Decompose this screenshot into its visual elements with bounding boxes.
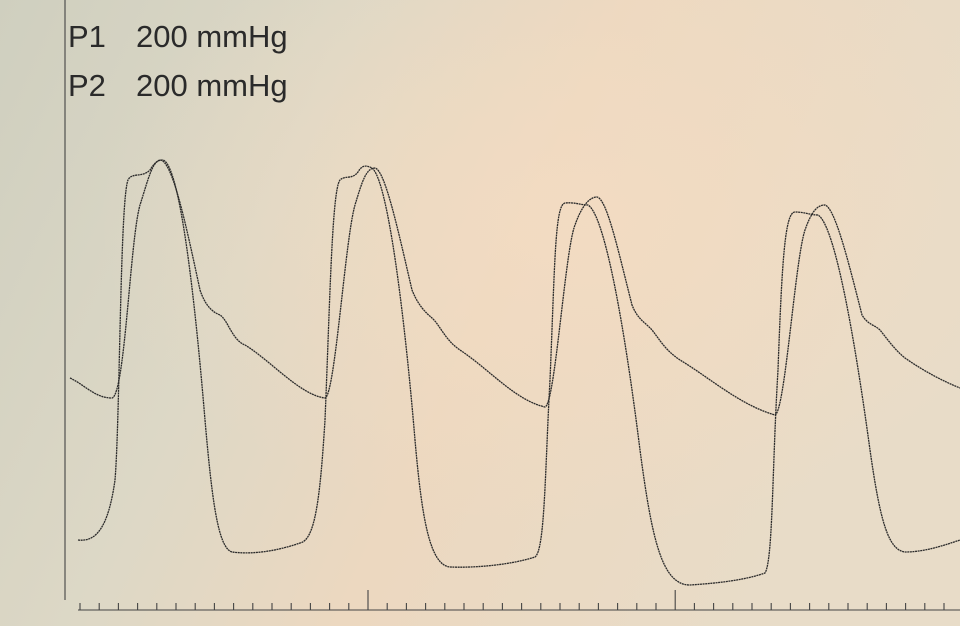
- time-ticks: [79, 590, 945, 610]
- scale: 200 mmHg: [136, 68, 288, 103]
- pressure-trace-aortic: [69, 159, 960, 416]
- pressure-trace-ventricular: [77, 159, 960, 586]
- channel: P1: [68, 19, 106, 54]
- channel-label: P2 200 mmHg: [68, 68, 288, 103]
- channel: P2: [68, 68, 106, 103]
- channel-label: P1 200 mmHg: [68, 19, 288, 54]
- scale: 200 mmHg: [136, 19, 288, 54]
